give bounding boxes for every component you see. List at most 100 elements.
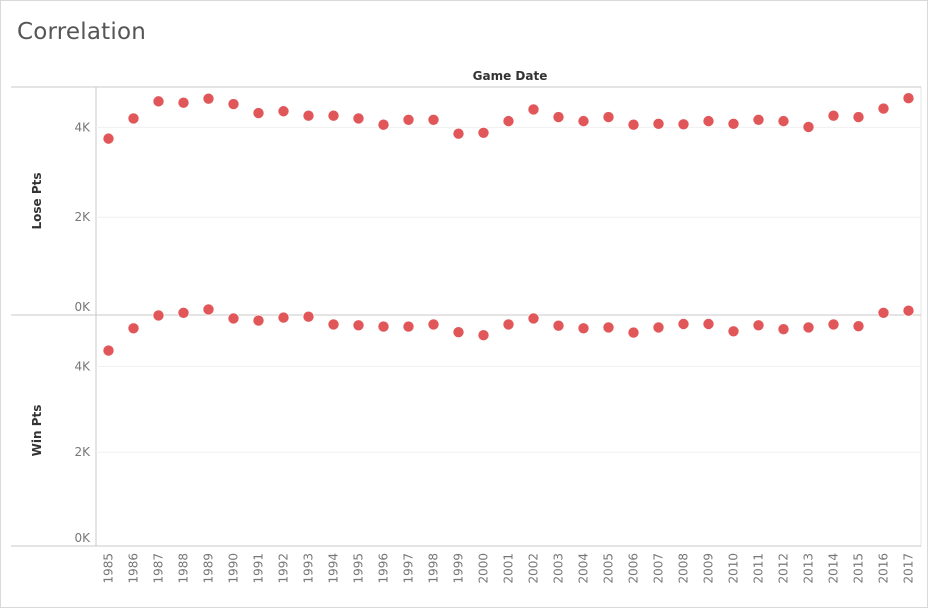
data-point[interactable] <box>402 320 415 333</box>
data-point[interactable] <box>177 96 190 109</box>
data-point[interactable] <box>352 112 365 125</box>
data-point[interactable] <box>702 115 715 128</box>
data-point[interactable] <box>177 306 190 319</box>
y-tick-label: 0K <box>74 531 91 545</box>
data-point[interactable] <box>302 310 315 323</box>
data-point[interactable] <box>127 112 140 125</box>
y-tick-label: 0K <box>74 300 91 314</box>
y-axis-title: Win Pts <box>30 405 44 457</box>
data-point[interactable] <box>427 318 440 331</box>
x-tick-label: 2014 <box>827 553 841 584</box>
data-point[interactable] <box>502 318 515 331</box>
column-header: Game Date <box>473 69 548 83</box>
data-point[interactable] <box>577 115 590 128</box>
data-point[interactable] <box>677 318 690 331</box>
data-point[interactable] <box>852 320 865 333</box>
data-point[interactable] <box>627 118 640 131</box>
x-tick-label: 1985 <box>102 553 116 584</box>
data-point[interactable] <box>527 103 540 116</box>
x-tick-label: 1993 <box>302 553 316 584</box>
data-point[interactable] <box>202 92 215 105</box>
data-point[interactable] <box>327 109 340 122</box>
x-tick-label: 1996 <box>377 553 391 584</box>
data-point[interactable] <box>152 95 165 108</box>
data-point[interactable] <box>452 127 465 140</box>
x-tick-label: 2013 <box>802 553 816 584</box>
x-tick-label: 2004 <box>577 553 591 584</box>
chart-title: Correlation <box>17 19 147 45</box>
data-point[interactable] <box>852 111 865 124</box>
x-tick-label: 1986 <box>127 553 141 584</box>
data-point[interactable] <box>602 321 615 334</box>
data-point[interactable] <box>402 113 415 126</box>
data-point[interactable] <box>677 118 690 131</box>
data-point[interactable] <box>552 319 565 332</box>
data-point[interactable] <box>252 314 265 327</box>
data-point[interactable] <box>477 329 490 342</box>
x-tick-label: 2005 <box>602 553 616 584</box>
data-point[interactable] <box>477 126 490 139</box>
data-point[interactable] <box>627 326 640 339</box>
data-point[interactable] <box>527 312 540 325</box>
data-point[interactable] <box>827 109 840 122</box>
x-tick-label: 2017 <box>902 553 916 584</box>
x-tick-label: 1989 <box>202 553 216 584</box>
data-point[interactable] <box>727 325 740 338</box>
data-point[interactable] <box>802 321 815 334</box>
data-point[interactable] <box>902 304 915 317</box>
data-point[interactable] <box>652 117 665 130</box>
data-point[interactable] <box>602 111 615 124</box>
x-tick-label: 2011 <box>752 553 766 584</box>
data-point[interactable] <box>277 105 290 118</box>
data-point[interactable] <box>377 118 390 131</box>
data-point[interactable] <box>502 115 515 128</box>
data-point[interactable] <box>152 309 165 322</box>
x-tick-label: 1992 <box>277 553 291 584</box>
x-tick-label: 1990 <box>227 553 241 584</box>
data-point[interactable] <box>352 319 365 332</box>
data-point[interactable] <box>552 111 565 124</box>
data-point[interactable] <box>752 319 765 332</box>
x-tick-label: 2009 <box>702 553 716 584</box>
data-point[interactable] <box>102 344 115 357</box>
data-point[interactable] <box>427 113 440 126</box>
data-point[interactable] <box>827 318 840 331</box>
y-axis-title: Lose Pts <box>30 172 44 229</box>
data-point[interactable] <box>302 109 315 122</box>
data-point[interactable] <box>227 98 240 111</box>
x-tick-label: 1991 <box>252 553 266 584</box>
data-point[interactable] <box>877 306 890 319</box>
data-point[interactable] <box>777 323 790 336</box>
x-tick-label: 1994 <box>327 553 341 584</box>
data-point[interactable] <box>577 322 590 335</box>
data-point[interactable] <box>127 322 140 335</box>
data-point[interactable] <box>802 120 815 133</box>
x-tick-label: 1987 <box>152 553 166 584</box>
x-tick-label: 2003 <box>552 553 566 584</box>
x-tick-label: 1998 <box>427 553 441 584</box>
data-point[interactable] <box>652 321 665 334</box>
data-point[interactable] <box>227 312 240 325</box>
data-point[interactable] <box>752 113 765 126</box>
data-point[interactable] <box>102 132 115 145</box>
data-point[interactable] <box>202 303 215 316</box>
x-tick-label: 2016 <box>877 553 891 584</box>
y-tick-label: 2K <box>74 210 91 224</box>
data-point[interactable] <box>377 320 390 333</box>
x-tick-label: 2008 <box>677 553 691 584</box>
data-point[interactable] <box>277 311 290 324</box>
x-tick-label: 2006 <box>627 553 641 584</box>
x-tick-label: 1995 <box>352 553 366 584</box>
data-point[interactable] <box>727 117 740 130</box>
data-point[interactable] <box>902 92 915 105</box>
data-point[interactable] <box>877 102 890 115</box>
x-tick-label: 2001 <box>502 553 516 584</box>
y-tick-label: 4K <box>74 359 91 373</box>
data-point[interactable] <box>777 115 790 128</box>
data-point[interactable] <box>452 326 465 339</box>
x-tick-label: 2010 <box>727 553 741 584</box>
data-point[interactable] <box>252 107 265 120</box>
data-point[interactable] <box>327 318 340 331</box>
data-point[interactable] <box>702 318 715 331</box>
